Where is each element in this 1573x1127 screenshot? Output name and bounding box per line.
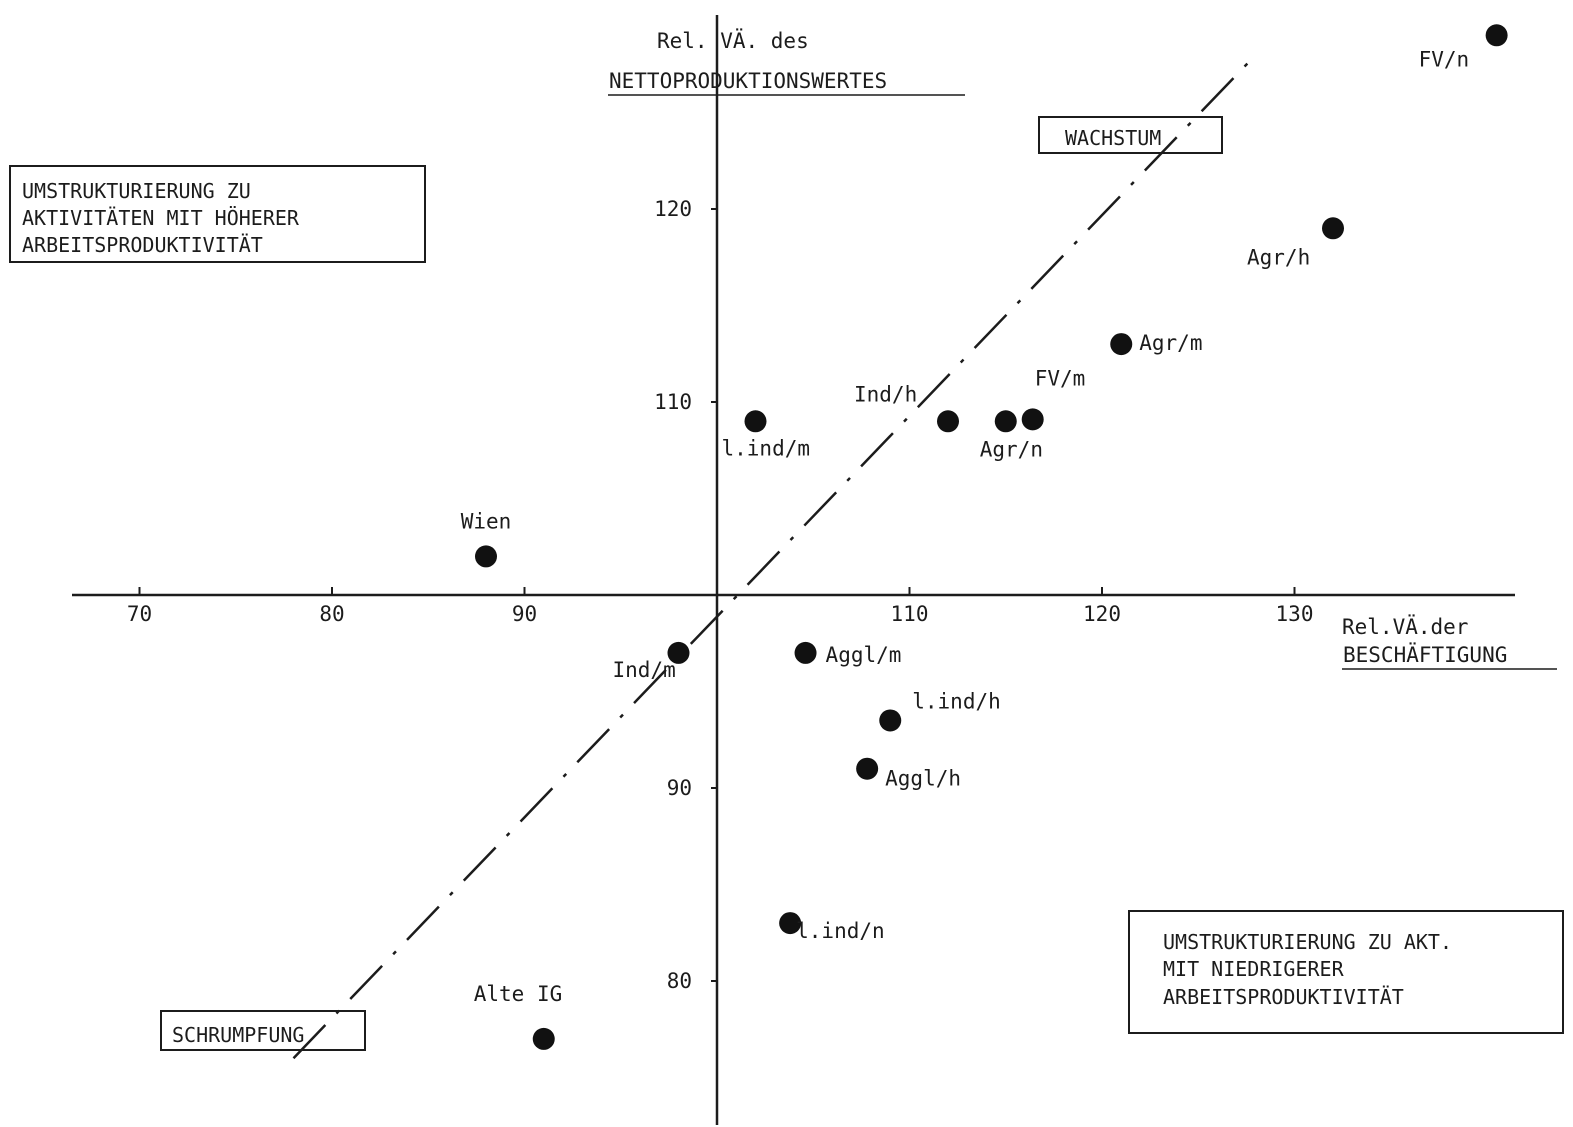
data-point-label: Alte IG [474, 982, 563, 1006]
lower-right-line3: ARBEITSPRODUKTIVITÄT [1163, 985, 1404, 1009]
x-tick-label: 90 [512, 602, 537, 626]
data-point [532, 1027, 555, 1050]
y-tick-label: 80 [667, 969, 692, 993]
data-point [1485, 24, 1508, 47]
schrumpfung-label: SCHRUMPFUNG [172, 1023, 304, 1047]
data-point-label: Ind/h [854, 382, 917, 406]
data-point [856, 757, 879, 780]
data-point [937, 410, 959, 433]
y-tick-label: 90 [667, 776, 692, 800]
data-point-label: FV/m [1035, 366, 1086, 390]
data-point [1110, 333, 1133, 356]
data-point-label: FV/n [1419, 47, 1470, 71]
schrumpfung-box [160, 1010, 366, 1051]
y-axis-label-line2: NETTOPRODUKTIONSWERTES [609, 69, 887, 93]
y-ticks: 80 90 110 120 [654, 197, 717, 993]
data-point-label: Aggl/h [885, 767, 961, 791]
wachstum-label: WACHSTUM [1065, 126, 1161, 150]
y-tick-label: 120 [654, 197, 692, 221]
data-point-label: l.ind/n [796, 919, 885, 943]
upper-left-line3: ARBEITSPRODUKTIVITÄT [22, 233, 263, 257]
lower-right-line2: MIT NIEDRIGERER [1163, 957, 1345, 981]
x-axis-label-line2: BESCHÄFTIGUNG [1343, 642, 1507, 667]
upper-left-box [9, 165, 426, 263]
y-tick-label: 110 [654, 390, 692, 414]
data-point [779, 912, 802, 935]
x-tick-label: 120 [1083, 602, 1121, 626]
x-tick-label: 110 [891, 602, 929, 626]
x-tick-label: 130 [1276, 602, 1314, 626]
lower-right-box [1128, 910, 1564, 1034]
data-point-label: Agr/h [1247, 245, 1310, 269]
data-point-label: l.ind/h [912, 689, 1001, 713]
data-point [994, 410, 1017, 433]
data-points: Wien l.ind/m Ind/h Agr/n FV/m Agr/m Agr/h FV/n I… [461, 24, 1508, 1050]
data-point-label: Agr/n [980, 437, 1043, 461]
reference-line [292, 53, 1257, 1060]
upper-left-line2: AKTIVITÄTEN MIT HÖHERER [22, 206, 300, 230]
data-point-label: Ind/m [613, 658, 676, 682]
data-point-label: l.ind/m [722, 436, 811, 460]
lower-right-line1: UMSTRUKTURIERUNG ZU AKT. [1163, 930, 1452, 954]
x-ticks: 70 80 90 110 120 130 [127, 587, 1314, 626]
data-point-label: Wien [461, 509, 512, 533]
data-point [744, 410, 767, 433]
x-axis-label-line1: Rel.VÄ.der [1342, 614, 1468, 639]
data-point [667, 641, 690, 664]
y-axis-label-line1: Rel. VÄ. des [657, 28, 809, 53]
data-point [794, 641, 817, 664]
upper-left-line1: UMSTRUKTURIERUNG ZU [22, 179, 251, 203]
data-point [475, 545, 497, 568]
data-point-label: Aggl/m [826, 643, 902, 667]
data-point [1322, 217, 1344, 240]
data-point-label: Agr/m [1139, 331, 1202, 355]
x-tick-label: 70 [127, 602, 152, 626]
wachstum-box [1038, 116, 1223, 154]
data-point [879, 709, 902, 732]
data-point [1021, 408, 1044, 431]
x-tick-label: 80 [319, 602, 344, 626]
